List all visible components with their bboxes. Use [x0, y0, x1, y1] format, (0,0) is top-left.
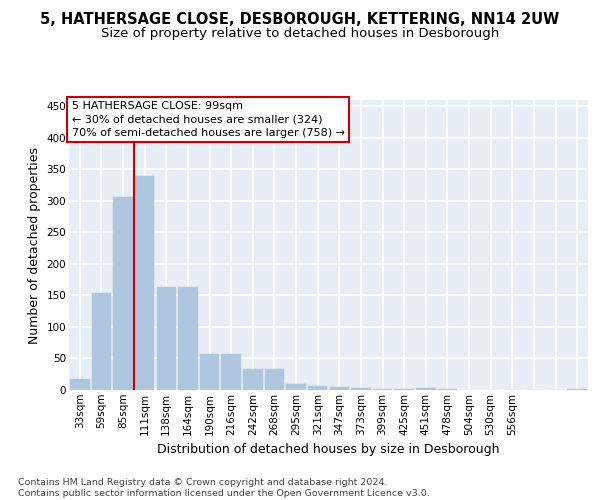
Y-axis label: Number of detached properties: Number of detached properties [28, 146, 41, 344]
Bar [113, 197, 133, 390]
Bar [221, 354, 241, 390]
Bar [394, 388, 414, 390]
Bar [265, 368, 284, 390]
Bar [178, 287, 197, 390]
Bar [373, 388, 392, 390]
Text: Size of property relative to detached houses in Desborough: Size of property relative to detached ho… [101, 28, 499, 40]
Bar [70, 380, 89, 390]
Bar [157, 286, 176, 390]
Bar [200, 354, 219, 390]
Bar [135, 176, 154, 390]
Bar [329, 387, 349, 390]
Bar [92, 293, 111, 390]
Bar [308, 386, 328, 390]
Bar [351, 388, 371, 390]
Bar [568, 388, 587, 390]
X-axis label: Distribution of detached houses by size in Desborough: Distribution of detached houses by size … [157, 443, 500, 456]
Bar [243, 368, 263, 390]
Bar [286, 384, 306, 390]
Text: 5 HATHERSAGE CLOSE: 99sqm
← 30% of detached houses are smaller (324)
70% of semi: 5 HATHERSAGE CLOSE: 99sqm ← 30% of detac… [71, 102, 344, 138]
Bar [416, 388, 436, 390]
Text: Contains HM Land Registry data © Crown copyright and database right 2024.
Contai: Contains HM Land Registry data © Crown c… [18, 478, 430, 498]
Text: 5, HATHERSAGE CLOSE, DESBOROUGH, KETTERING, NN14 2UW: 5, HATHERSAGE CLOSE, DESBOROUGH, KETTERI… [40, 12, 560, 28]
